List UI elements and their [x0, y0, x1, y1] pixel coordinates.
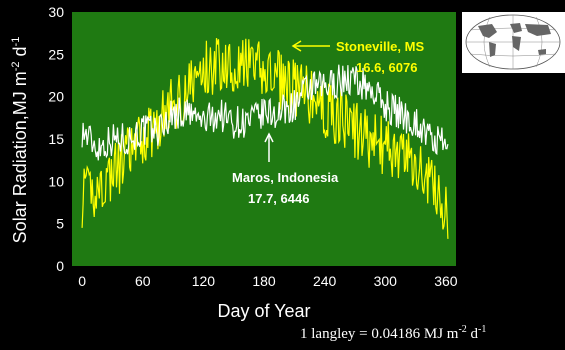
conversion-note-sup2: -1 — [478, 324, 486, 335]
series-line-maros — [81, 64, 449, 161]
y-axis-label: Solar Radiation,MJ m-2 d-1 — [10, 37, 30, 244]
world-map-thumbnail — [462, 12, 565, 73]
x-axis-label: Day of Year — [217, 301, 310, 321]
y-axis-label-sup1: -2 — [10, 61, 22, 71]
conversion-note-main: 1 langley = 0.04186 MJ m — [300, 326, 459, 342]
x-tick-label: 240 — [313, 273, 337, 289]
y-axis-label-mid: d — [10, 46, 30, 61]
x-tick-label: 180 — [252, 273, 276, 289]
y-tick-label: 25 — [48, 46, 64, 62]
tick-layer: 0 60 120 180 240 300 360 0 5 10 15 20 25 30 — [48, 4, 457, 289]
y-tick-label: 20 — [48, 89, 64, 105]
maros-stats: 17.7, 6446 — [248, 191, 309, 206]
x-tick-label: 120 — [192, 273, 216, 289]
maros-label: Maros, Indonesia — [232, 170, 339, 185]
stoneville-label: Stoneville, MS — [336, 39, 424, 54]
maros-arrow-head — [264, 132, 274, 143]
y-axis-label-main: Solar Radiation,MJ m — [10, 71, 30, 243]
y-tick-label: 15 — [48, 131, 64, 147]
maros-annotation: Maros, Indonesia 17.7, 6446 — [232, 132, 339, 206]
series-line-stoneville — [81, 38, 449, 239]
x-tick-label: 300 — [374, 273, 398, 289]
y-tick-label: 30 — [48, 4, 64, 20]
y-tick-label: 5 — [56, 216, 64, 232]
conversion-note-sup1: -2 — [458, 324, 466, 335]
y-tick-label: 10 — [48, 173, 64, 189]
y-axis-label-sup2: -1 — [10, 37, 22, 47]
x-tick-label: 360 — [434, 273, 458, 289]
y-tick-label: 0 — [56, 258, 64, 274]
conversion-note: 1 langley = 0.04186 MJ m-2 d-1 — [300, 324, 486, 342]
x-tick-label: 60 — [135, 273, 151, 289]
conversion-note-mid: d — [467, 326, 479, 342]
stoneville-arrow-head — [291, 40, 302, 52]
stoneville-stats: 16.6, 6076 — [356, 60, 417, 75]
x-tick-label: 0 — [78, 273, 86, 289]
stoneville-annotation: Stoneville, MS 16.6, 6076 — [291, 39, 424, 75]
series-layer — [81, 38, 449, 239]
